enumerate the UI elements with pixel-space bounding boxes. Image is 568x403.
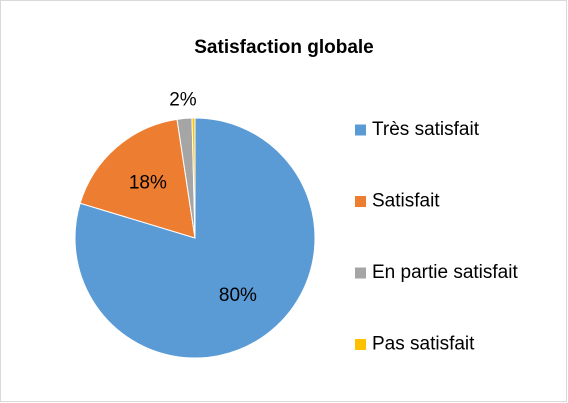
pie-slice	[79, 118, 196, 239]
legend-swatch	[355, 267, 366, 279]
legend-swatch	[355, 339, 366, 350]
data-label: 2%	[169, 90, 197, 111]
legend-label: Pas satisfait	[372, 334, 475, 355]
pie-slice	[191, 117, 196, 239]
data-label: 80%	[219, 285, 257, 306]
legend-swatch	[355, 196, 366, 207]
legend-label: En partie satisfait	[372, 262, 518, 283]
data-label: 18%	[129, 173, 167, 194]
legend-label: Satisfait	[372, 191, 440, 212]
legend-swatch	[355, 124, 366, 136]
pie-slice	[74, 117, 316, 359]
legend-label: Très satisfait	[372, 119, 480, 140]
chart-title: Satisfaction globale	[194, 37, 373, 58]
